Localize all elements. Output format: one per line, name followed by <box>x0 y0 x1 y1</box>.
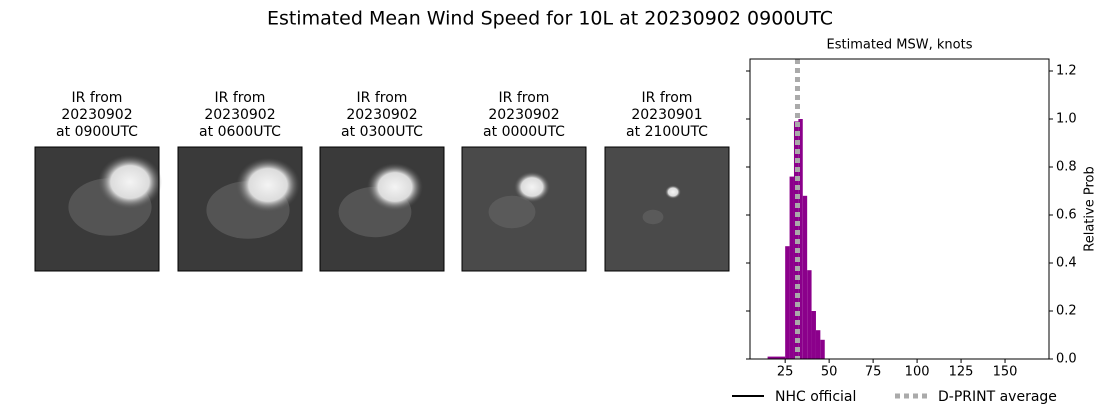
y-axis-label: Relative Prob <box>1083 166 1098 251</box>
legend-label: D-PRINT average <box>938 389 1057 405</box>
bar <box>785 246 790 359</box>
x-tick-label: 150 <box>993 365 1018 380</box>
cloud <box>236 157 300 213</box>
ir-image <box>605 147 729 271</box>
panel-frame <box>461 146 587 272</box>
x-tick-label: 50 <box>821 365 838 380</box>
panel-frame <box>319 146 445 272</box>
y-tick-label: 0.2 <box>1056 304 1077 319</box>
bar <box>767 356 786 359</box>
panel-title: 20230901 <box>631 107 702 123</box>
bar <box>802 195 808 359</box>
panel-title: 20230902 <box>346 107 417 123</box>
cloud <box>642 209 664 225</box>
chart-title: Estimated MSW, knots <box>827 38 973 53</box>
panel-title: 20230902 <box>488 107 559 123</box>
bar <box>811 311 816 359</box>
panel-title: IR from <box>215 90 266 106</box>
panel-title: 20230902 <box>61 107 132 123</box>
cloud <box>98 154 162 210</box>
bar <box>815 330 821 359</box>
y-tick-label: 1.0 <box>1056 112 1077 127</box>
cloud <box>367 163 423 211</box>
x-tick-label: 100 <box>905 365 930 380</box>
x-tick-label: 125 <box>949 365 974 380</box>
x-tick-label: 25 <box>777 365 794 380</box>
panel-title: IR from <box>357 90 408 106</box>
plot-frame <box>749 58 1050 360</box>
panel-title: IR from <box>499 90 550 106</box>
bar <box>820 339 825 359</box>
cloud <box>488 195 536 229</box>
y-tick-label: 0.6 <box>1056 208 1077 223</box>
panel-frame <box>177 146 303 272</box>
x-tick-label: 75 <box>865 365 882 380</box>
panel-title: at 2100UTC <box>626 124 708 140</box>
y-tick-label: 0.0 <box>1056 352 1077 367</box>
panel-title: at 0300UTC <box>341 124 423 140</box>
bar <box>798 119 803 359</box>
panel-title: IR from <box>72 90 123 106</box>
panel-title: IR from <box>642 90 693 106</box>
panel-title: at 0600UTC <box>199 124 281 140</box>
figure-title: Estimated Mean Wind Speed for 10L at 202… <box>267 8 833 30</box>
y-tick-label: 1.2 <box>1056 64 1077 79</box>
cloud <box>665 185 681 199</box>
panel-title: at 0900UTC <box>56 124 138 140</box>
panel-frame <box>34 146 160 272</box>
bar <box>789 176 794 359</box>
panel-title: 20230902 <box>204 107 275 123</box>
bar <box>807 270 812 359</box>
legend-label: NHC official <box>775 389 856 405</box>
y-tick-label: 0.8 <box>1056 160 1077 175</box>
panel-frame <box>604 146 730 272</box>
y-tick-label: 0.4 <box>1056 256 1077 271</box>
cloud <box>514 171 550 203</box>
panel-title: at 0000UTC <box>483 124 565 140</box>
